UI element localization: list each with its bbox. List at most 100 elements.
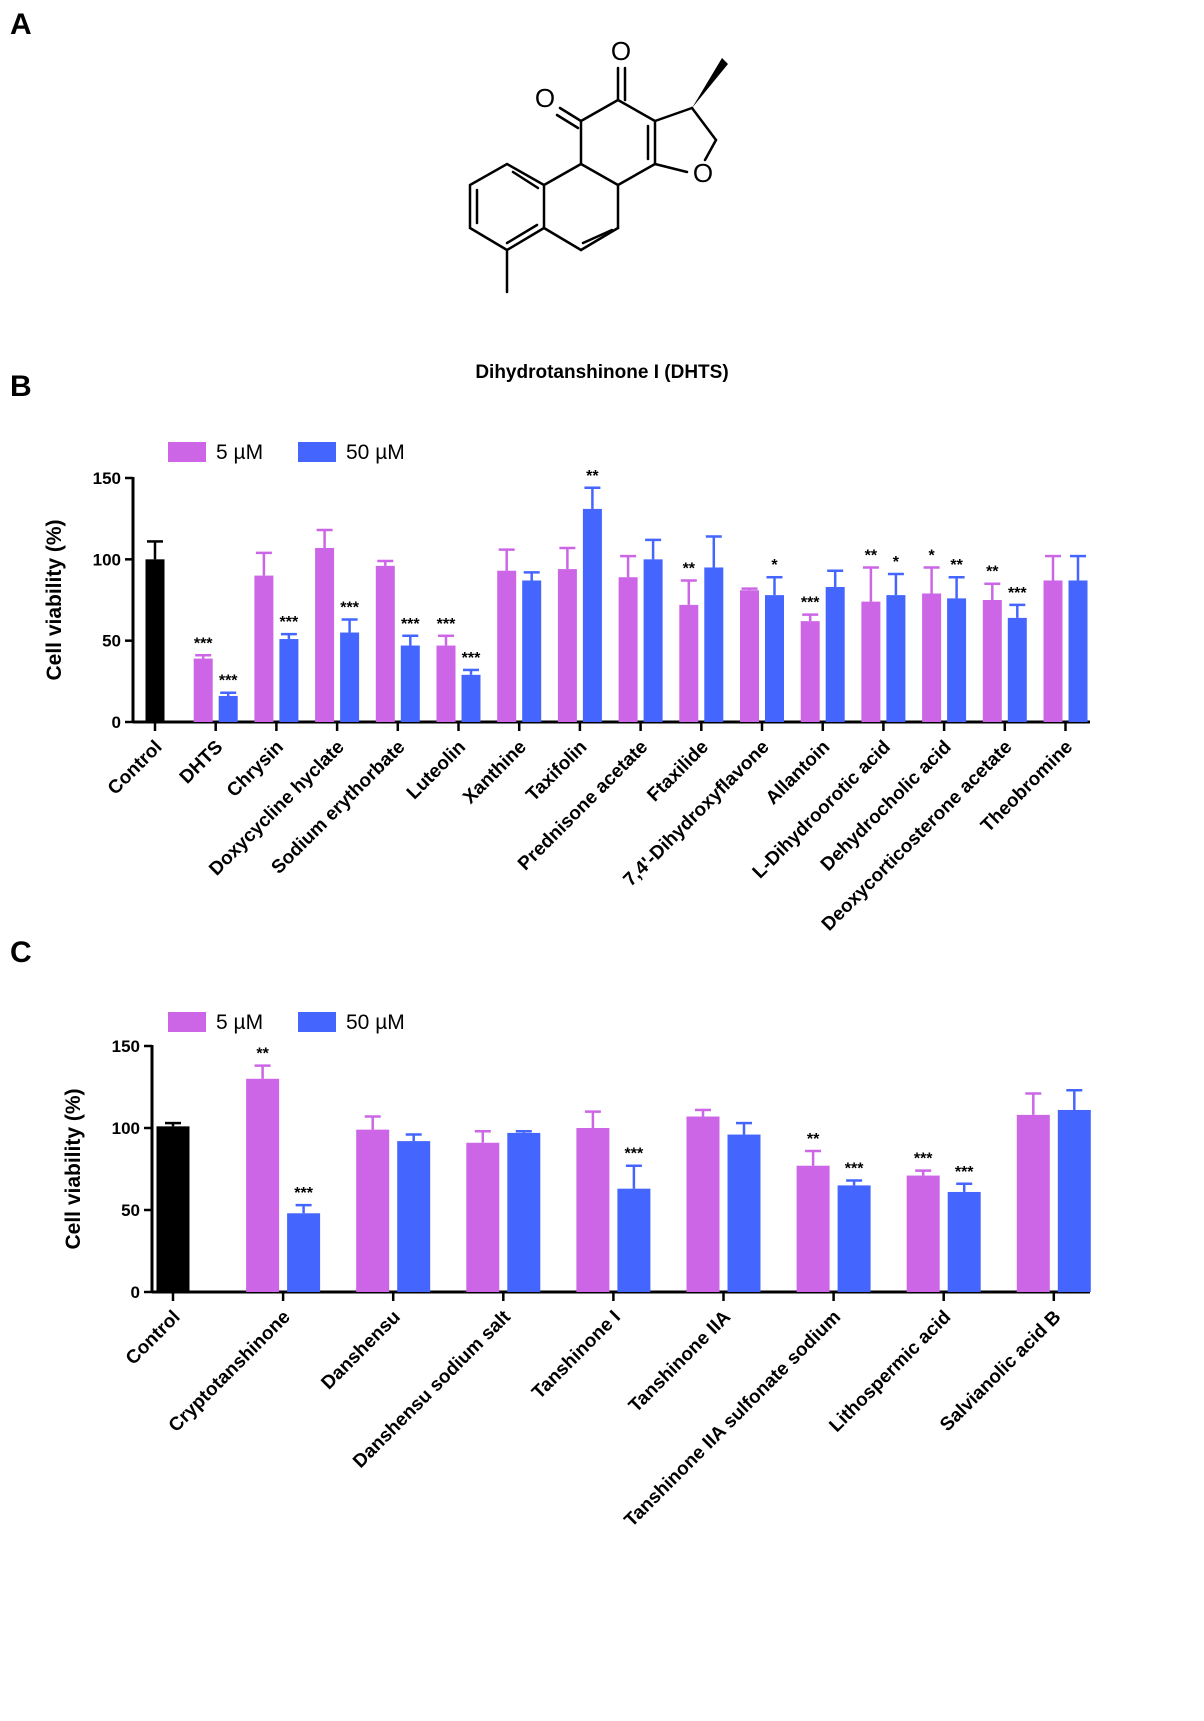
bar-5um	[686, 1116, 720, 1292]
panel-label-c: C	[10, 936, 32, 969]
significance-label: ***	[1008, 585, 1027, 602]
bar-50um	[287, 1213, 321, 1292]
molecule-caption: Dihydrotanshinone I (DHTS)	[475, 362, 729, 383]
bar-5um	[193, 658, 213, 722]
legend-swatch	[298, 442, 336, 462]
bar-5um	[906, 1175, 940, 1292]
significance-label: ***	[845, 1160, 864, 1177]
bar-50um	[727, 1134, 761, 1292]
bar-50um	[643, 559, 663, 722]
carbonyl-oxygen-2: O	[611, 36, 631, 66]
bar-50um	[947, 1191, 981, 1292]
bar-5um	[1016, 1114, 1050, 1292]
y-tick-label: 100	[112, 1119, 140, 1138]
bar-5um	[315, 547, 335, 722]
bar-50um	[397, 1141, 431, 1292]
bar-50um	[1068, 580, 1088, 722]
wedge-bond	[692, 58, 728, 108]
legend-swatch	[168, 442, 206, 462]
significance-label: ***	[294, 1185, 313, 1202]
bar-5um	[740, 590, 759, 722]
significance-label: ***	[194, 635, 213, 652]
bar-5um	[436, 645, 456, 722]
x-tick-label: Control	[104, 737, 167, 800]
legend-swatch	[168, 1012, 206, 1032]
x-tick-label: Control	[122, 1307, 185, 1370]
bar-50um	[825, 586, 845, 722]
bar-5um	[576, 1128, 610, 1292]
significance-label: ***	[801, 595, 820, 612]
legend-entry: 5 µM	[216, 1011, 263, 1034]
bar-50um	[340, 632, 360, 722]
y-tick-label: 150	[112, 1037, 140, 1056]
bar-5um	[254, 575, 274, 722]
bar-5um	[375, 565, 395, 722]
y-tick-label: 50	[121, 1201, 140, 1220]
y-tick-label: 50	[102, 632, 121, 651]
bar-50um	[704, 567, 724, 722]
x-tick-label: Tanshinone IIA sulfonate sodium	[621, 1307, 846, 1532]
legend-entry: 50 µM	[346, 441, 405, 464]
bar-control	[156, 1126, 190, 1292]
y-axis-label: Cell viability (%)	[43, 519, 66, 680]
bar-50um	[218, 695, 238, 722]
significance-label: ***	[340, 600, 359, 617]
bar-5um	[982, 600, 1002, 722]
bar-50um	[617, 1188, 651, 1292]
bar-5um	[861, 601, 881, 722]
significance-label: **	[865, 547, 878, 564]
bar-5um	[800, 621, 820, 722]
significance-label: *	[771, 557, 778, 574]
significance-label: **	[683, 560, 696, 577]
significance-label: *	[893, 554, 900, 571]
chart-b: 0 50 100 150 Cell viability (%) 5 µM 50 µM Cont…	[43, 441, 1090, 935]
bar-50um	[1057, 1109, 1091, 1292]
furan-oxygen: O	[693, 158, 713, 188]
significance-label: ***	[914, 1151, 933, 1168]
significance-label: *	[928, 547, 935, 564]
bar-5um	[922, 593, 942, 722]
bar-50um	[507, 1132, 541, 1292]
bar-5um	[557, 569, 577, 722]
bar-50um	[522, 580, 542, 722]
bar-5um	[796, 1165, 830, 1292]
carbonyl-oxygen-1: O	[535, 83, 555, 113]
significance-label: ***	[280, 614, 299, 631]
significance-label: ***	[462, 650, 481, 667]
bar-5um	[497, 570, 517, 722]
bar-50um	[837, 1185, 871, 1292]
significance-label: **	[586, 468, 599, 485]
y-tick-label: 100	[93, 550, 121, 569]
bar-50um	[400, 645, 420, 722]
legend-entry: 50 µM	[346, 1011, 405, 1034]
significance-label: **	[256, 1046, 269, 1063]
bar-5um	[246, 1078, 280, 1292]
significance-label: ***	[401, 616, 420, 633]
bar-50um	[947, 598, 967, 722]
x-tick-label: Lithospermic acid	[825, 1307, 955, 1437]
chart-c: 0 50 100 150 Cell viability (%) 5 µM 50 µM Cont…	[62, 1011, 1091, 1531]
y-axis-label: Cell viability (%)	[62, 1088, 85, 1249]
bar-50um	[461, 674, 481, 722]
significance-label: **	[950, 557, 963, 574]
significance-label: ***	[437, 616, 456, 633]
significance-label: ***	[219, 673, 238, 690]
x-tick-label: Salvianolic acid B	[936, 1307, 1065, 1436]
bar-5um	[618, 577, 638, 722]
significance-label: **	[807, 1131, 820, 1148]
panel-label-a: A	[10, 8, 32, 41]
bar-50um	[582, 508, 602, 722]
bar-5um	[466, 1142, 500, 1292]
bar-50um	[765, 595, 784, 722]
x-tick-label: Tanshinone IIA	[625, 1306, 735, 1416]
x-tick-label: Xanthine	[459, 737, 531, 809]
bar-50um	[1007, 617, 1027, 722]
bar-50um	[279, 639, 299, 722]
bar-5um	[679, 604, 699, 722]
x-tick-label: DHTS	[176, 737, 227, 788]
x-tick-label: Cryptotanshinone	[165, 1307, 295, 1437]
bar-50um	[886, 595, 906, 722]
bar-control	[145, 559, 165, 722]
x-tick-label: Danshensu	[317, 1307, 404, 1394]
